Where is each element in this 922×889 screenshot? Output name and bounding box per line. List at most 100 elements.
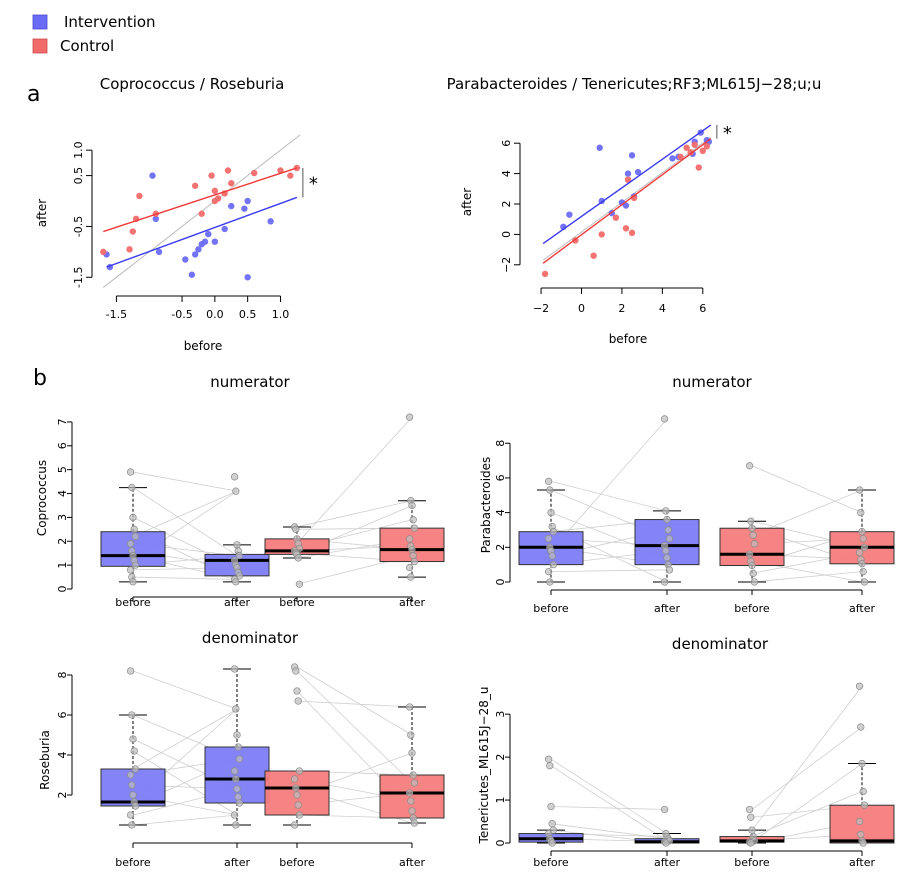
data-point — [126, 667, 135, 675]
data-point — [232, 705, 240, 713]
x-tick-label: before — [533, 856, 569, 869]
data-point — [292, 525, 300, 533]
data-point — [663, 515, 671, 524]
paired-line — [550, 806, 668, 810]
data-point — [857, 508, 865, 517]
y-tick-label: 3 — [494, 711, 507, 718]
boxplot-tenericutes-denominator: denominator Tenericutes_ML615J−28_u 0 1 2 3… — [477, 635, 895, 869]
data-point — [295, 767, 304, 775]
x-tick-label: after — [224, 856, 251, 869]
data-point — [749, 531, 757, 539]
data-point — [126, 811, 135, 819]
x-tick-label: after — [654, 602, 681, 615]
data-point — [547, 802, 555, 811]
data-point-intervention — [211, 238, 219, 245]
data-point — [292, 667, 300, 675]
data-point — [294, 801, 302, 809]
boxplot-parabacteroides-numerator: numerator Parabacteroides 0 2 4 6 8 before aft… — [479, 373, 895, 615]
data-point-intervention — [267, 218, 274, 225]
x-tick-label: 4 — [659, 302, 666, 315]
x-tick-label: 0.5 — [239, 308, 257, 321]
paired-line — [751, 726, 863, 810]
data-point — [859, 787, 867, 796]
data-point — [750, 540, 759, 548]
significance-marker: * — [723, 123, 732, 144]
data-point — [130, 525, 138, 533]
data-point — [858, 759, 866, 768]
data-point-intervention — [596, 144, 603, 151]
data-point-intervention — [201, 238, 209, 245]
fit-line-intervention — [106, 196, 298, 268]
data-point-intervention — [188, 271, 196, 278]
data-point — [544, 755, 553, 763]
data-point — [230, 473, 239, 481]
y-axis-label: after — [35, 199, 49, 227]
data-point — [857, 723, 865, 731]
data-point — [749, 569, 757, 577]
data-point — [409, 516, 417, 524]
significance-marker: * — [309, 174, 318, 195]
chart-title: Coprococcus / Roseburia — [100, 75, 285, 93]
data-point-intervention — [634, 168, 642, 176]
data-point — [548, 552, 556, 560]
paired-line — [751, 571, 863, 583]
data-point-control — [100, 248, 107, 256]
chart-title: denominator — [672, 635, 769, 653]
y-tick-label: 0 — [494, 840, 507, 847]
y-tick-label: 0 — [500, 231, 513, 238]
data-point — [295, 580, 304, 588]
x-tick-label: after — [399, 856, 426, 869]
fit-line-control — [542, 138, 712, 264]
paired-line — [132, 490, 238, 537]
data-point-control — [541, 270, 549, 278]
data-point-control — [590, 252, 597, 259]
data-point — [131, 802, 140, 810]
paired-line — [296, 700, 413, 708]
data-point — [548, 820, 556, 828]
chart-title: numerator — [672, 373, 752, 391]
data-point — [295, 811, 304, 819]
y-tick-label: 6 — [56, 442, 69, 449]
data-point — [233, 785, 241, 793]
data-point-intervention — [182, 256, 189, 263]
data-point-control — [703, 143, 711, 150]
data-point — [549, 561, 558, 569]
data-point-control — [224, 167, 232, 174]
data-point — [546, 486, 554, 494]
scatter-plot-coprococcus-roseburia: Coprococcus / Roseburia before after -1.… — [35, 75, 318, 353]
y-tick-label: 1 — [494, 797, 507, 804]
x-axis-label: before — [609, 332, 648, 346]
data-point — [750, 578, 759, 586]
data-point — [131, 561, 140, 569]
data-point — [859, 534, 867, 543]
y-tick-label: 4 — [56, 490, 69, 497]
data-point-intervention — [191, 251, 199, 258]
data-point — [130, 747, 138, 755]
data-point — [126, 771, 135, 779]
data-point — [407, 573, 415, 581]
data-point — [859, 839, 867, 847]
paired-line — [132, 471, 238, 492]
data-point — [855, 817, 864, 826]
paired-line — [550, 481, 668, 512]
data-point — [855, 548, 864, 557]
y-tick-label: 0 — [56, 586, 69, 593]
data-point-control — [208, 172, 215, 179]
data-point-control — [136, 192, 143, 200]
data-point — [544, 477, 553, 486]
data-point-intervention — [622, 202, 630, 209]
data-point — [660, 578, 669, 586]
legend-swatch-control — [32, 38, 48, 54]
data-point-control — [624, 176, 632, 183]
x-tick-label: after — [399, 596, 426, 609]
data-point-control — [598, 231, 605, 238]
data-point — [234, 793, 242, 801]
y-tick-label: 4 — [494, 509, 507, 516]
chart-title: denominator — [202, 629, 299, 647]
data-point — [860, 543, 869, 551]
data-point — [126, 468, 135, 476]
paired-line — [550, 765, 668, 842]
x-tick-label: before — [115, 856, 151, 869]
paired-line — [550, 418, 668, 552]
chart-title: Parabacteroides / Tenericutes;RF3;ML615J… — [447, 75, 822, 93]
